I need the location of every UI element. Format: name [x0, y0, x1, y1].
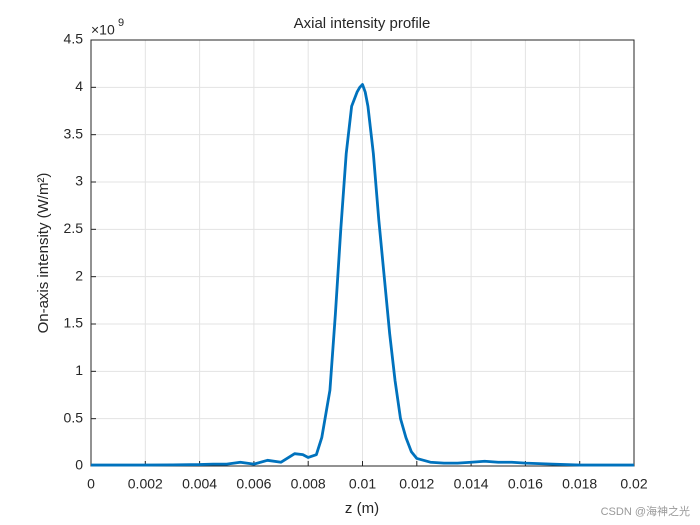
y-tick-label: 4 [75, 78, 83, 94]
y-exponent: 9 [118, 17, 124, 29]
x-axis-label: z (m) [345, 500, 379, 517]
data-line [91, 83, 634, 467]
y-tick-label: 0 [75, 457, 83, 473]
plot-frame [90, 39, 635, 467]
y-tick-label: 2.5 [64, 220, 84, 236]
y-tick-label: 4.5 [64, 31, 84, 47]
y-tick-label: 1.5 [64, 315, 84, 331]
x-tick-label: 0 [87, 476, 95, 492]
y-tick-label: 3.5 [64, 125, 84, 141]
y-tick-label: 1 [75, 362, 83, 378]
chart-title: Axial intensity profile [294, 15, 431, 32]
x-tick-label: 0.014 [454, 476, 489, 492]
x-tick-label: 0.004 [182, 476, 217, 492]
x-tick-label: 0.02 [620, 476, 647, 492]
y-tick-label: 0.5 [64, 409, 84, 425]
y-exponent-base: ×10 [91, 22, 115, 38]
x-tick-label: 0.002 [128, 476, 163, 492]
x-tick-label: 0.016 [508, 476, 543, 492]
x-tick-label: 0.018 [562, 476, 597, 492]
x-tick-label: 0.012 [399, 476, 434, 492]
y-tick-label: 2 [75, 267, 83, 283]
watermark: CSDN @海神之光 [601, 504, 690, 518]
y-tick-label: 3 [75, 173, 83, 189]
x-tick-label: 0.008 [291, 476, 326, 492]
x-tick-label: 0.01 [349, 476, 376, 492]
x-tick-label: 0.006 [236, 476, 271, 492]
y-axis-label: On-axis intensity (W/m²) [35, 173, 52, 334]
